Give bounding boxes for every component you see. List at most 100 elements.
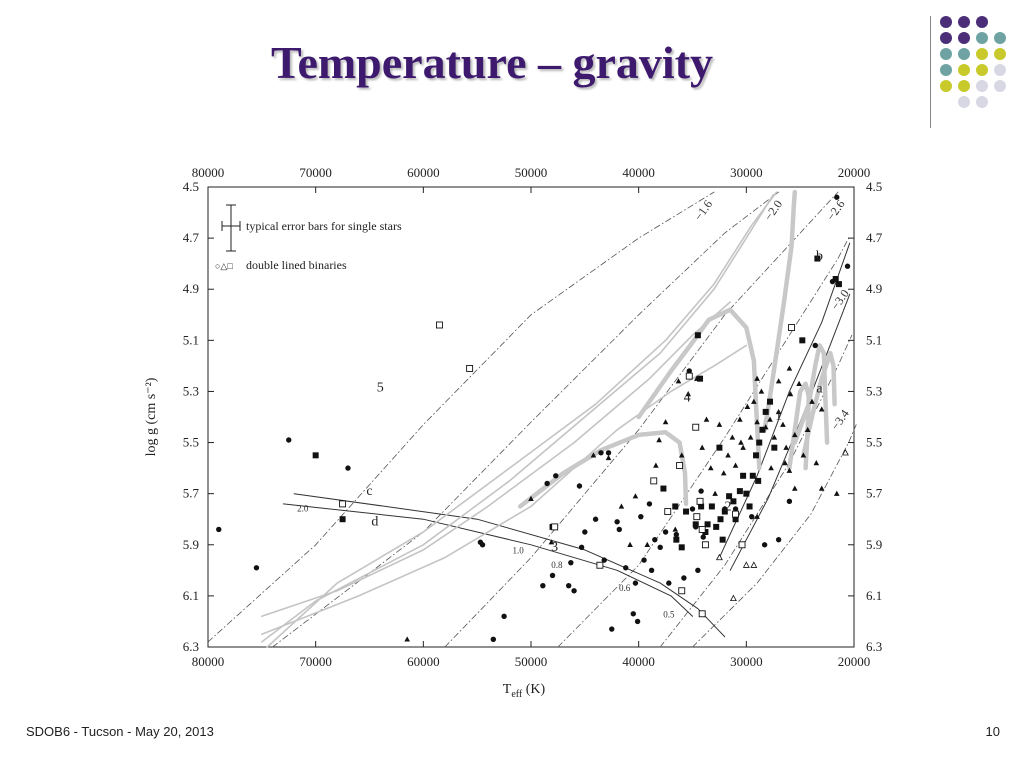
point-filled-square: [759, 426, 766, 433]
point-filled-triangle: [809, 398, 815, 404]
decorative-dot: [976, 80, 988, 92]
y-tick-label-left: 5.5: [183, 435, 199, 450]
point-open-square: [551, 523, 559, 531]
decorative-dot: [976, 64, 988, 76]
decorative-dot: [940, 80, 952, 92]
point-filled-square: [746, 503, 753, 510]
point-filled-circle: [614, 519, 620, 525]
point-filled-square: [726, 493, 733, 500]
curve-solid: [718, 242, 851, 559]
point-filled-square: [704, 521, 711, 528]
point-filled-circle: [689, 506, 696, 512]
point-open-square: [678, 587, 686, 595]
decorative-dot: [958, 16, 970, 28]
y-tick-label-right: 5.1: [866, 332, 882, 347]
point-filled-circle: [501, 613, 507, 620]
y-tick-label-right: 5.3: [866, 383, 882, 398]
point-filled-triangle: [754, 419, 760, 425]
x-tick-label-top: 60000: [407, 165, 440, 180]
point-filled-circle: [549, 572, 556, 579]
decorative-dot: [994, 32, 1006, 44]
point-filled-circle: [681, 575, 687, 581]
x-tick-label-bottom: 80000: [192, 654, 225, 669]
point-filled-circle: [565, 582, 572, 589]
x-axis-label-main: T: [503, 682, 512, 697]
decorative-dot: [994, 80, 1006, 92]
x-tick-label-bottom: 50000: [515, 654, 548, 669]
point-filled-circle: [630, 611, 636, 617]
curve-gray: [260, 301, 732, 618]
page-number: 10: [985, 724, 1000, 739]
slide-title: Temperature – gravity: [270, 37, 714, 88]
point-filled-square: [694, 332, 701, 339]
y-tick-label-left: 5.7: [183, 486, 200, 501]
point-filled-triangle: [768, 465, 774, 471]
point-open-square: [696, 497, 704, 505]
decorative-dot: [976, 32, 988, 44]
point-open-triangle: [750, 561, 758, 568]
point-filled-triangle: [754, 375, 760, 381]
point-open-square: [685, 372, 693, 380]
x-tick-label-bottom: 30000: [730, 654, 763, 669]
point-filled-triangle: [737, 416, 743, 422]
point-filled-square: [673, 536, 680, 543]
point-filled-circle: [634, 618, 641, 625]
x-tick-label-bottom: 60000: [407, 654, 440, 669]
point-filled-circle: [286, 437, 292, 443]
axis-ticks: 80000 80000 70000 70000 60000 60000 50000 50000…: [183, 165, 883, 669]
curve-gray: [266, 191, 778, 648]
point-filled-triangle: [672, 526, 679, 532]
decorative-dot: [958, 48, 970, 60]
x-axis-label-unit: (K): [522, 682, 545, 697]
point-filled-circle: [662, 529, 669, 535]
curve-dashdot: [444, 191, 839, 648]
point-open-triangle: [742, 561, 750, 568]
point-filled-square: [835, 281, 842, 288]
point-filled-triangle: [732, 462, 739, 468]
point-filled-circle: [598, 450, 604, 456]
decorative-dot-grid: [940, 16, 1006, 108]
point-filled-square: [755, 477, 762, 484]
y-tick-label-right: 6.1: [866, 588, 882, 603]
point-filled-triangle: [767, 416, 773, 422]
curve-gray-thick: [517, 430, 689, 509]
point-open-square: [788, 324, 796, 332]
mass-label: 2.0: [297, 504, 309, 514]
x-tick-label-top: 30000: [730, 165, 763, 180]
point-filled-circle: [601, 557, 607, 563]
region-label: 3: [551, 540, 558, 555]
curve-solid: [293, 493, 726, 638]
region-label: a: [816, 382, 823, 397]
point-filled-triangle: [800, 452, 807, 458]
point-filled-triangle: [786, 365, 793, 371]
point-filled-circle: [648, 567, 655, 574]
point-filled-triangle: [590, 452, 597, 458]
point-filled-circle: [638, 513, 644, 520]
point-filled-triangle: [783, 444, 789, 450]
point-filled-triangle: [738, 439, 744, 445]
point-filled-circle: [544, 480, 550, 487]
point-filled-triangle: [605, 454, 612, 461]
point-filled-square: [736, 488, 743, 495]
point-filled-triangle: [720, 470, 727, 476]
point-filled-square: [672, 503, 679, 510]
region-label: 1: [775, 409, 782, 424]
curve-dashdot: [692, 424, 857, 648]
point-filled-triangle: [813, 460, 820, 466]
point-filled-circle: [578, 544, 585, 551]
y-tick-label-left: 4.9: [183, 281, 199, 296]
decorative-dot: [976, 96, 988, 108]
point-filled-triangle: [729, 434, 736, 440]
mass-label: 0.5: [663, 610, 675, 620]
y-tick-label-right: 5.5: [866, 435, 882, 450]
point-open-square: [698, 610, 706, 618]
point-filled-circle: [775, 536, 782, 543]
decorative-dot: [958, 32, 970, 44]
x-tick-label-bottom: 70000: [299, 654, 332, 669]
point-filled-triangle: [758, 388, 765, 394]
point-filled-square: [743, 490, 750, 497]
curve-dashdot: [207, 191, 715, 643]
point-filled-circle: [844, 263, 851, 269]
y-tick-label-left: 5.3: [183, 383, 199, 398]
point-filled-triangle: [703, 416, 710, 422]
